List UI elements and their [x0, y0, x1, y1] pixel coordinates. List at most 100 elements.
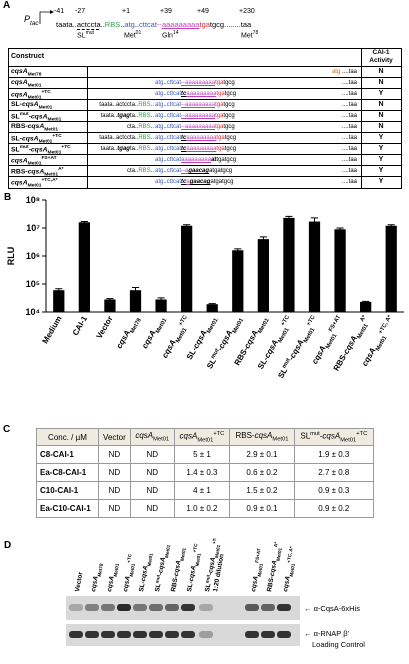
x-tick-label: Medium — [41, 315, 64, 346]
column-header: cqsAMet01 — [129, 427, 175, 447]
upstream-sequence: taata..actccta..RBS.. — [88, 135, 154, 141]
construct-name: cqsAMet01+TC — [11, 90, 51, 101]
table-cell: C8-CAI-1 — [36, 445, 99, 465]
activity: N — [378, 79, 384, 86]
text-part: Met01 — [325, 332, 339, 350]
text-part: cqsA — [173, 560, 183, 577]
text-part: +TC — [356, 431, 368, 437]
blot-band — [165, 604, 179, 611]
sequence-segment: ....taa — [341, 146, 357, 152]
sequence-segment: RBS — [104, 20, 121, 29]
text-part: mut — [204, 574, 210, 584]
sequence-segment: cttcat — [166, 124, 182, 130]
table-cell: ND — [129, 481, 175, 501]
sequence-segment: .. — [134, 20, 139, 29]
sequence-segment: tga — [215, 113, 224, 119]
text-part: Met01 — [44, 127, 59, 133]
text-part: Conc. / µM — [48, 432, 87, 442]
activity: Y — [378, 178, 384, 185]
text-part: - — [28, 146, 31, 154]
text-part: SL — [276, 366, 289, 379]
text-part: Met01 — [155, 317, 169, 335]
table-cell: C10-CAI-1 — [36, 481, 99, 501]
text-part: 14 — [172, 30, 179, 36]
bar — [78, 222, 90, 312]
text-part: cqsA — [282, 575, 292, 592]
sequence-segment: cta.. — [126, 124, 139, 130]
table-cell: 4 ± 1 — [173, 481, 231, 501]
tail-sequence: ....taa — [259, 80, 357, 86]
sequence-segment: atg — [124, 20, 135, 29]
sequence-segment: cttcat — [166, 113, 182, 119]
text-part: 78 — [252, 30, 259, 36]
sequence-segment: .. — [163, 102, 167, 108]
antibody-label: ← α-CqsA-6xHis — [304, 604, 360, 613]
sequence-segment: atg — [155, 179, 164, 185]
column-header: cqsAMet01+TC — [173, 427, 231, 447]
tail-sequence: ....taa — [259, 102, 357, 108]
text-part: cqsA — [179, 431, 198, 441]
construct-name: RBS-cqsAMet01 — [11, 123, 58, 132]
blot-band — [117, 604, 131, 611]
text-part: Met01 — [214, 544, 221, 558]
blot-band — [245, 604, 259, 611]
text-part: Met01 — [38, 139, 53, 145]
text-part: Medium — [41, 315, 64, 346]
sequence-segment: .. — [163, 124, 167, 130]
column-header: RBS-cqsAMet01 — [229, 427, 295, 447]
table-rule — [361, 49, 362, 188]
text-part: Met01 — [44, 172, 59, 178]
position-label: +39 — [160, 8, 172, 15]
text-part: cqsA — [30, 146, 48, 154]
table-cell: 0.9 ± 0.1 — [229, 499, 295, 519]
sequence-segment: tc — [181, 146, 187, 152]
text-part: +TC — [61, 145, 71, 150]
table-rule — [9, 176, 401, 177]
text-part: mut — [19, 145, 29, 150]
error-bar — [80, 221, 88, 224]
core-sequence: atg..cttcattcaaaaaaaaatgatgcg — [155, 91, 236, 97]
y-tick-label: 10⁸ — [26, 195, 40, 205]
text-part: Vector — [74, 571, 84, 592]
sequence-segment: cttcat — [166, 146, 182, 152]
text-part: Met01 — [194, 552, 201, 566]
text-part: FS+AT — [254, 548, 261, 563]
tail-sequence: ....taa — [259, 168, 357, 174]
sequence-annotation: Met01 — [124, 30, 141, 39]
sequence-segment: actccta.. — [76, 20, 105, 29]
text-part: 01 — [135, 30, 142, 36]
blot-band — [85, 631, 99, 638]
y-tick-label: 10⁵ — [26, 279, 40, 289]
text-part: +TC, A* — [286, 546, 294, 563]
text-part: +TC — [213, 431, 225, 437]
bar — [232, 250, 244, 312]
blot-band — [165, 631, 179, 638]
text-part: cqsA — [30, 113, 48, 121]
column-header: Construct — [11, 53, 45, 60]
sequence-segment: taata.. — [100, 146, 118, 152]
error-bar — [183, 224, 191, 227]
blot-band — [199, 631, 213, 638]
table-cell: 2.7 ± 0.8 — [293, 463, 375, 483]
sequence-segment: tgcg — [223, 80, 235, 86]
sequence-segment: tga — [199, 20, 210, 29]
text-part: Met01 — [128, 563, 135, 577]
text-part: Met01 — [175, 326, 189, 344]
blot-band — [181, 604, 195, 611]
error-bar — [259, 236, 267, 242]
text-part: - — [319, 431, 323, 441]
sequence-segment: tga — [215, 102, 224, 108]
y-tick-label: 10⁴ — [26, 307, 40, 317]
construct-name: SL-cqsAMet01 — [11, 101, 52, 110]
text-part: Met01 — [112, 563, 119, 577]
sequence-segment: aaaaaaaaa — [186, 146, 217, 152]
panel-label: B — [4, 192, 11, 203]
text-part: SL — [300, 431, 311, 441]
sequence-segment: tgag — [117, 113, 130, 119]
activity: N — [378, 112, 384, 119]
y-axis-title: RLU — [6, 247, 16, 266]
sequence-segment: ta.. — [129, 113, 139, 119]
error-bar — [387, 224, 395, 227]
tail-sequence: ....taa — [259, 113, 357, 119]
sequence-segment: --a — [181, 168, 189, 174]
